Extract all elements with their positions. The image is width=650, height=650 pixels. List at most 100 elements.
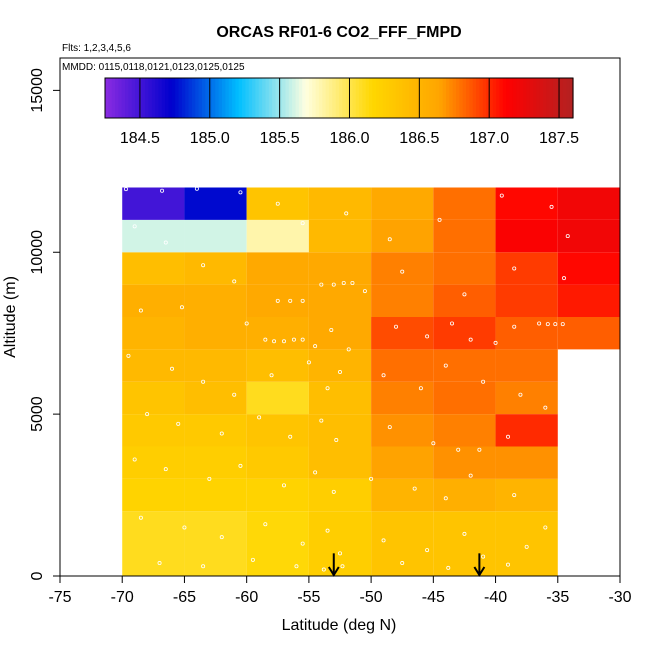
observation-point xyxy=(145,412,150,417)
heatmap-cell xyxy=(246,381,309,415)
colorbar-segment xyxy=(345,78,350,118)
x-tick-label: -70 xyxy=(111,589,134,606)
heatmap-cell xyxy=(433,317,496,350)
colorbar-segment xyxy=(125,78,129,118)
colorbar-segment xyxy=(222,78,226,118)
heatmap-cell xyxy=(246,414,309,447)
observation-point xyxy=(194,186,199,191)
heatmap-cell xyxy=(495,414,558,447)
dates-note: MMDD: 0115,0118,0121,0123,0125,0125 xyxy=(62,62,245,73)
colorbar-segment xyxy=(566,78,571,118)
colorbar-segment xyxy=(449,78,454,118)
colorbar-segment xyxy=(268,78,273,118)
heatmap-cell xyxy=(308,187,372,220)
colorbar-segment xyxy=(335,78,340,118)
colorbar-segment xyxy=(302,78,307,118)
colorbar-segment xyxy=(486,78,491,118)
colorbar-segment xyxy=(292,78,297,118)
colorbar-segment xyxy=(405,78,410,118)
heatmap-cell xyxy=(122,349,185,382)
observation-point xyxy=(425,548,430,553)
heatmap-cell xyxy=(371,446,434,479)
x-tick-label: -65 xyxy=(173,589,196,606)
y-axis: 0 5000 10000 15000 xyxy=(29,68,60,580)
observation-point xyxy=(232,279,237,284)
observation-point xyxy=(160,188,165,193)
heatmap-cell xyxy=(557,219,620,253)
colorbar-segment xyxy=(215,78,220,118)
observation-point xyxy=(300,298,305,303)
observation-point xyxy=(201,564,206,569)
x-axis-label: Latitude (deg N) xyxy=(282,617,397,634)
observation-point xyxy=(132,457,137,462)
colorbar-segment xyxy=(141,78,146,118)
colorbar-segment xyxy=(265,78,270,118)
colorbar-segment xyxy=(105,78,109,118)
heatmap-cells xyxy=(122,187,620,576)
observation-point xyxy=(443,496,448,501)
colorbar-segment xyxy=(118,78,123,118)
colorbar-segment xyxy=(479,78,484,118)
colorbar-segment xyxy=(278,78,283,118)
observation-point xyxy=(179,305,184,310)
observation-point xyxy=(138,515,143,520)
heatmap-cell xyxy=(371,381,434,415)
colorbar-segment xyxy=(526,78,531,118)
colorbar-segment xyxy=(502,78,507,118)
colorbar-segment xyxy=(191,78,196,118)
heatmap-cell xyxy=(308,252,372,285)
heatmap-cell xyxy=(122,187,185,220)
colorbar-segment xyxy=(415,78,420,118)
colorbar-segment xyxy=(389,78,394,118)
colorbar-segment xyxy=(148,78,153,118)
colorbar-segment xyxy=(519,78,524,118)
colorbar-segment xyxy=(395,78,400,118)
colorbar-segment xyxy=(359,78,363,118)
colorbar-segment xyxy=(469,78,474,118)
heatmap-cell xyxy=(433,187,496,220)
heatmap-cell xyxy=(433,252,496,285)
colorbar-segment xyxy=(232,78,236,118)
heatmap-cell xyxy=(308,511,372,576)
observation-point xyxy=(325,528,330,533)
colorbar-segment xyxy=(516,78,521,118)
colorbar-tick-label: 187.0 xyxy=(469,130,509,147)
observation-point xyxy=(219,535,224,540)
heatmap-cell xyxy=(184,414,247,447)
colorbar-tick-label: 185.5 xyxy=(260,130,300,147)
colorbar-segment xyxy=(121,78,126,118)
heatmap-cell xyxy=(246,219,309,253)
colorbar-tick-label: 186.0 xyxy=(329,130,369,147)
colorbar-segment xyxy=(322,78,327,118)
heatmap-cell xyxy=(184,317,247,350)
colorbar-segment xyxy=(439,78,444,118)
colorbar-segment xyxy=(128,78,133,118)
colorbar-segment xyxy=(158,78,163,118)
x-tick-label: -75 xyxy=(48,589,71,606)
observation-point xyxy=(512,324,517,329)
colorbar-segment xyxy=(509,78,514,118)
heatmap-cell xyxy=(122,511,185,576)
colorbar-segment xyxy=(245,78,250,118)
observation-point xyxy=(269,373,274,378)
observation-point xyxy=(549,204,554,209)
observation-point xyxy=(346,347,351,352)
observation-point xyxy=(300,541,305,546)
heatmap-cell xyxy=(308,381,372,415)
observation-point xyxy=(499,193,504,198)
colorbar-segment xyxy=(349,78,353,118)
observation-point xyxy=(505,562,510,567)
colorbar-segment xyxy=(339,78,343,118)
observation-point xyxy=(163,467,168,472)
colorbar-segment xyxy=(552,78,557,118)
colorbar-segment xyxy=(181,78,186,118)
observation-point xyxy=(462,292,467,297)
observation-point xyxy=(400,561,405,566)
colorbar-segment xyxy=(459,78,464,118)
heatmap-cell xyxy=(495,252,558,285)
colorbar-segment xyxy=(205,78,210,118)
colorbar-segment xyxy=(108,78,113,118)
x-tick-label: -30 xyxy=(608,589,631,606)
observation-point xyxy=(219,431,224,436)
